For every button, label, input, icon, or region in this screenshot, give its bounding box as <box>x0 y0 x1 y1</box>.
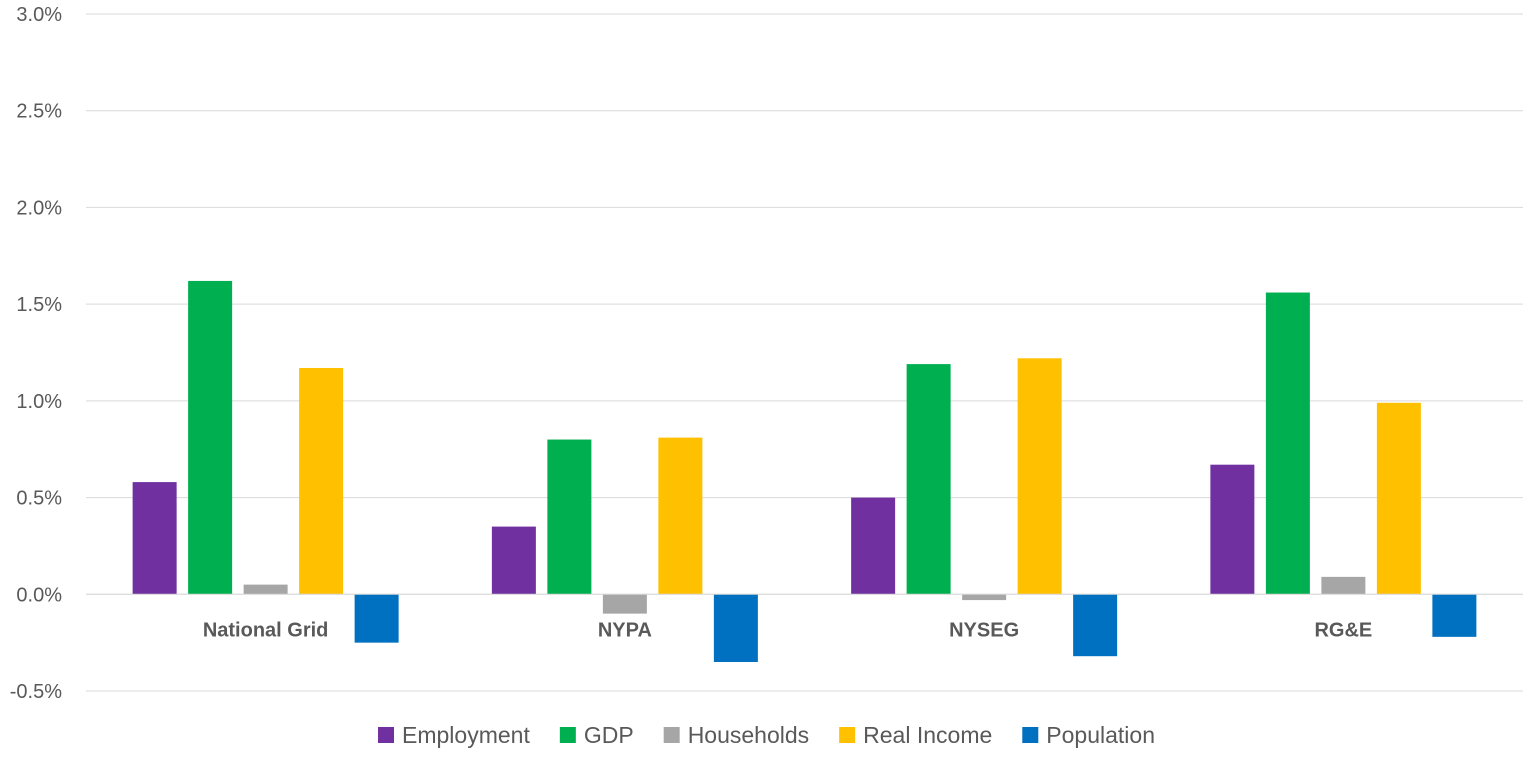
legend-swatch-gdp <box>559 727 576 743</box>
legend-label: GDP <box>584 722 634 748</box>
y-tick-label: 2.0% <box>16 197 62 219</box>
bar-real-income <box>658 437 703 595</box>
legend-swatch-employment <box>378 727 395 743</box>
bar-population <box>1432 594 1477 637</box>
legend-label: Households <box>688 722 809 748</box>
category-label: NYSEG <box>949 619 1019 641</box>
bar-households <box>243 584 288 595</box>
bar-gdp <box>1265 292 1310 595</box>
legend-label: Employment <box>402 722 530 748</box>
bar-gdp <box>547 439 592 595</box>
y-tick-label: -0.5% <box>10 681 62 703</box>
bar-gdp <box>906 364 951 595</box>
bar-employment <box>132 482 177 595</box>
bar-employment <box>491 526 536 595</box>
bar-households <box>1321 576 1366 595</box>
bar-population <box>713 594 758 662</box>
bar-gdp <box>188 280 233 595</box>
y-tick-label: 3.0% <box>16 4 62 26</box>
category-label: RG&E <box>1314 619 1372 641</box>
category-labels: National Grid NYPA NYSEG RG&E <box>203 619 1372 641</box>
legend-label: Real Income <box>863 722 992 748</box>
legend-swatch-population <box>1022 727 1039 743</box>
bar-employment <box>851 497 896 595</box>
y-tick-label: 0.0% <box>16 584 62 606</box>
category-label: National Grid <box>203 619 329 641</box>
y-tick-label: 1.5% <box>16 294 62 316</box>
bar-real-income <box>299 367 344 595</box>
y-axis-tick-labels: -0.5% 0.0% 0.5% 1.0% 1.5% 2.0% 2.5% 3.0% <box>10 4 62 703</box>
bar-real-income <box>1376 402 1421 595</box>
legend-swatch-households <box>663 727 680 743</box>
y-tick-label: 0.5% <box>16 488 62 510</box>
bar-real-income <box>1017 358 1062 595</box>
y-tick-label: 2.5% <box>16 101 62 123</box>
bars <box>132 280 1477 662</box>
legend-swatch-real-income <box>839 727 856 743</box>
bar-employment <box>1210 464 1255 595</box>
legend-label: Population <box>1046 722 1155 748</box>
bar-population <box>354 594 399 643</box>
bar-households <box>962 594 1007 601</box>
bar-population <box>1073 594 1118 657</box>
category-label: NYPA <box>598 619 652 641</box>
bar-households <box>602 594 647 614</box>
legend: Employment GDP Households Real Income Popula… <box>378 722 1155 748</box>
y-tick-label: 1.0% <box>16 391 62 413</box>
